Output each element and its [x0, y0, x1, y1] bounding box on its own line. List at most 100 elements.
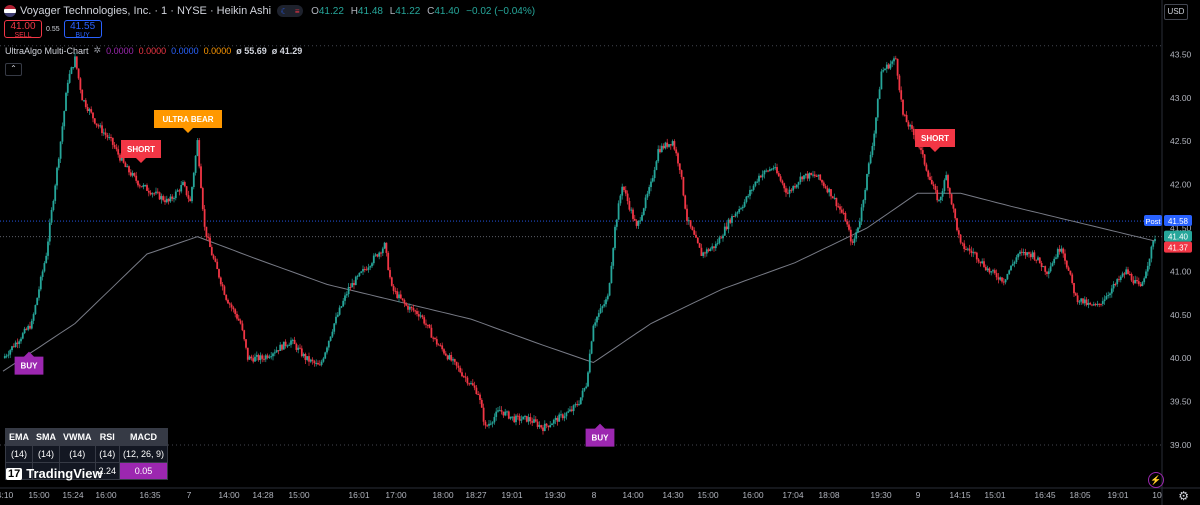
candle-body — [1100, 303, 1102, 305]
candle-body — [93, 118, 96, 124]
candle-body — [95, 123, 98, 126]
candle-body — [567, 411, 570, 413]
candle-body — [1085, 299, 1088, 305]
candle-body — [234, 309, 237, 314]
candle-body — [761, 174, 764, 178]
candle-body — [615, 219, 618, 227]
candle-body — [833, 197, 836, 199]
candle-body — [695, 234, 697, 238]
sell-button[interactable]: 41.00 SELL — [4, 20, 42, 39]
candle-body — [1001, 277, 1003, 282]
candle-body — [889, 63, 892, 69]
ultra-bear-label: ULTRA BEAR — [162, 115, 213, 124]
candle-body — [293, 339, 296, 345]
candle-body — [768, 169, 771, 172]
candle-body — [536, 421, 539, 427]
candle-body — [14, 342, 17, 348]
x-tick-label: 17:04 — [782, 490, 804, 500]
candle-body — [52, 200, 55, 211]
indicator-settings-icon[interactable]: ✲ — [93, 45, 102, 55]
candle-body — [419, 315, 422, 317]
candle-body — [237, 318, 240, 321]
candle-body — [605, 299, 607, 305]
candle-body — [221, 284, 224, 287]
candle-body — [669, 144, 672, 146]
collapse-legend-button[interactable]: ⌃ — [5, 63, 22, 76]
candle-body — [767, 170, 769, 172]
candle-body — [515, 415, 517, 423]
candle-body — [1083, 299, 1086, 304]
candle-body — [1028, 252, 1030, 254]
candle-body — [947, 175, 949, 189]
candle-body — [354, 276, 357, 286]
candle-body — [459, 367, 462, 373]
candle-body — [981, 261, 984, 264]
candle-body — [588, 353, 591, 373]
symbol-title[interactable]: Voyager Technologies, Inc. · 1 · NYSE · … — [20, 5, 272, 17]
indicator-legend[interactable]: UltraAlgo Multi-Chart ✲ 0.0000 0.0000 0.… — [5, 45, 302, 56]
candle-body — [1116, 279, 1119, 285]
candle-body — [32, 314, 35, 321]
candle-body — [817, 174, 820, 177]
candle-body — [941, 191, 944, 197]
candle-body — [86, 107, 89, 111]
candle-body — [986, 268, 989, 271]
candle-body — [1060, 248, 1063, 252]
candle-body — [813, 174, 816, 176]
candle-body — [295, 344, 298, 350]
tv-mark-icon: 17 — [6, 467, 23, 480]
x-tick-label: 16:00 — [95, 490, 117, 500]
indicator-value-6: ø 41.29 — [271, 45, 303, 56]
candle-body — [551, 423, 553, 426]
candle-body — [522, 416, 525, 420]
candle-body — [614, 226, 616, 249]
candle-body — [527, 417, 530, 422]
currency-button[interactable]: USD — [1164, 4, 1188, 20]
candle-body — [201, 188, 204, 210]
candle-body — [639, 220, 642, 222]
candle-body — [839, 206, 841, 210]
candle-body — [1076, 295, 1079, 302]
candle-body — [144, 185, 147, 187]
trade-buttons: 41.00 SELL 0.55 41.55 BUY — [4, 20, 102, 39]
indicator-name[interactable]: UltraAlgo Multi-Chart — [5, 45, 89, 56]
candle-body — [709, 248, 712, 252]
candle-body — [923, 154, 926, 165]
tradingview-logo[interactable]: 17 TradingView — [6, 466, 103, 481]
x-tick-label: 19:01 — [1107, 490, 1129, 500]
candle-body — [1013, 261, 1016, 264]
candle-body — [155, 191, 157, 194]
candle-body — [20, 338, 22, 342]
candle-body — [171, 196, 174, 199]
candle-body — [1121, 273, 1124, 277]
candle-body — [1037, 257, 1039, 260]
candle-body — [74, 56, 76, 68]
candle-body — [119, 154, 121, 161]
candle-body — [1071, 274, 1074, 283]
candle-body — [704, 252, 706, 254]
indicator-value-2: 0.0000 — [138, 45, 167, 56]
x-tick-label: 16:00 — [742, 490, 764, 500]
candle-body — [392, 285, 395, 291]
candle-body — [167, 198, 170, 202]
candle-body — [990, 271, 993, 273]
flash-icon[interactable]: ⚡ — [1148, 472, 1164, 488]
candle-body — [470, 383, 472, 385]
buy-button[interactable]: 41.55 BUY — [63, 20, 102, 39]
candle-body — [104, 132, 107, 135]
moving-average-line — [2, 192, 1156, 372]
settings-gear-icon[interactable]: ⚙ — [1178, 489, 1189, 503]
candle-body — [887, 64, 890, 69]
candle-body — [495, 411, 498, 417]
candle-body — [849, 229, 852, 242]
market-status-toggle[interactable]: ☾ ≡ — [277, 5, 304, 17]
candle-body — [835, 197, 838, 207]
candle-body — [248, 356, 251, 360]
candle-body — [758, 175, 760, 182]
candle-body — [129, 172, 132, 176]
candle-body — [1062, 248, 1065, 254]
candle-body — [192, 172, 195, 188]
candle-body — [173, 198, 175, 200]
table-value — [32, 462, 60, 480]
